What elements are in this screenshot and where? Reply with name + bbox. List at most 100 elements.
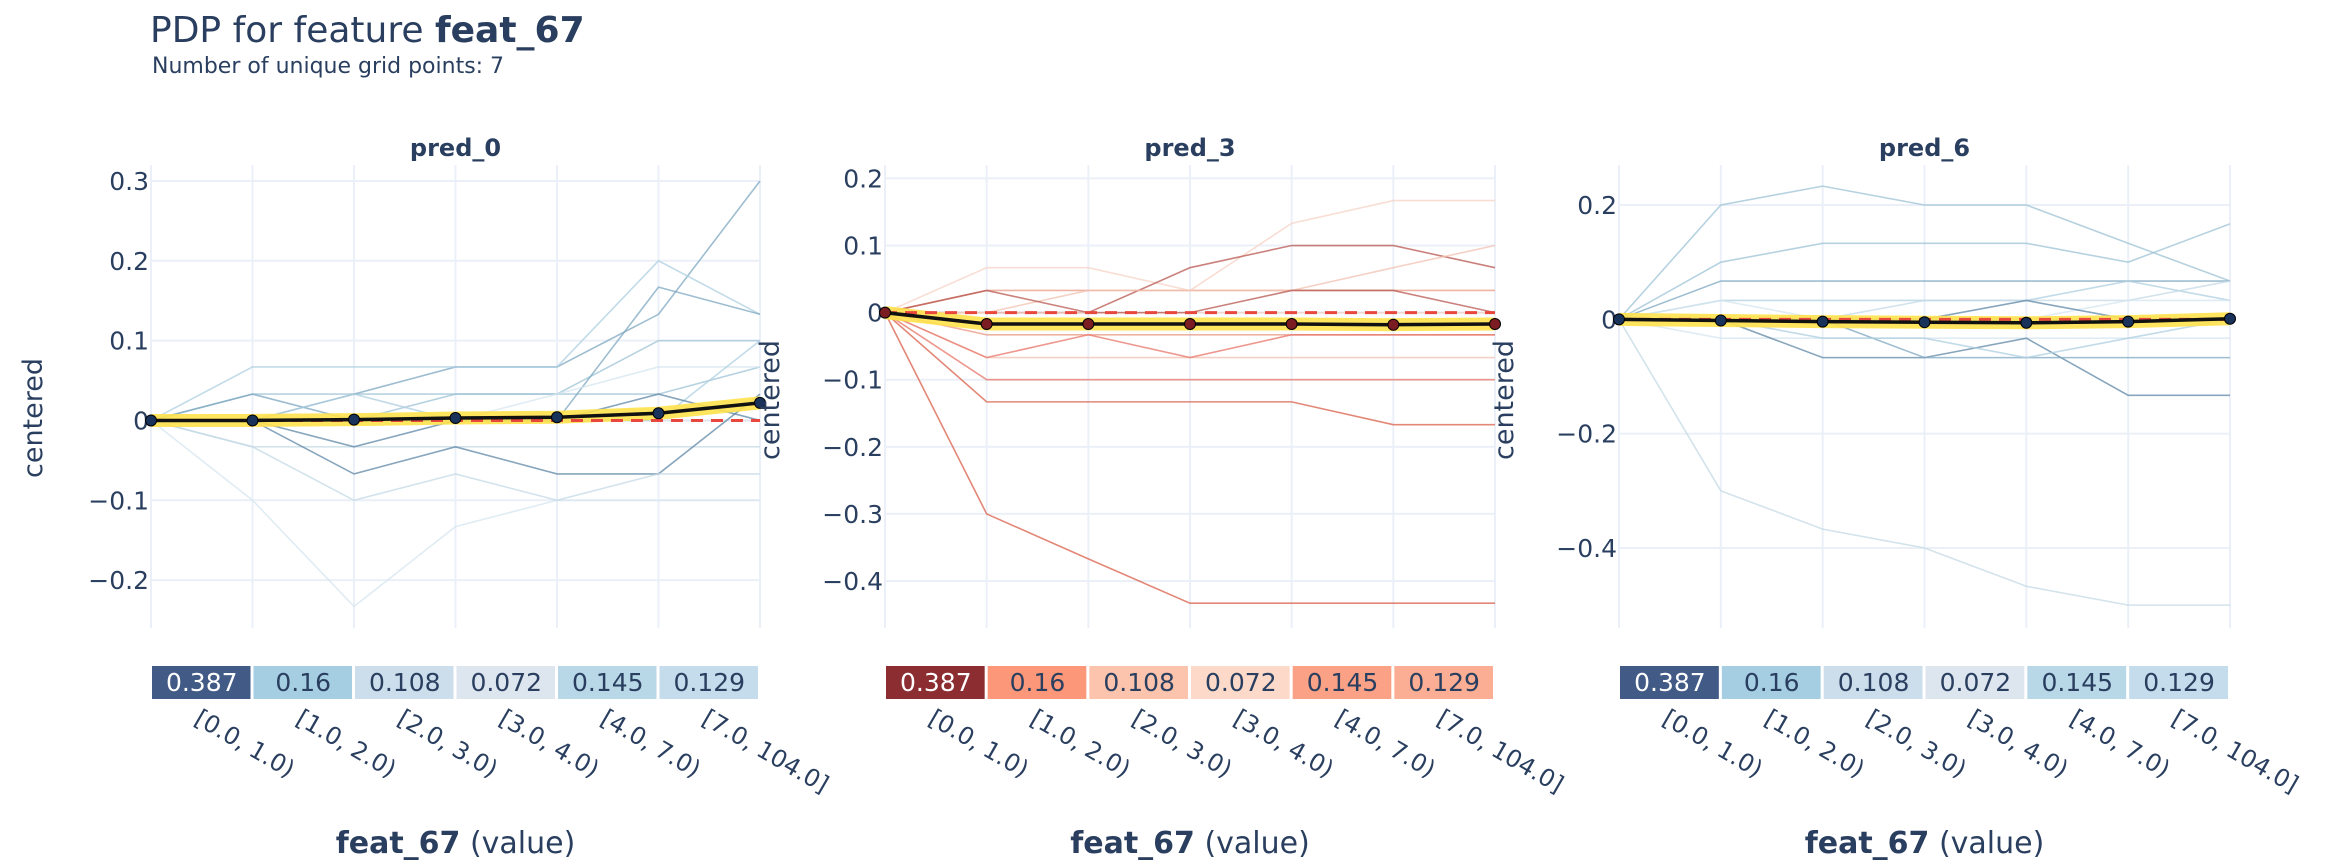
x-tick-label: [0.0, 1.0) (190, 704, 300, 783)
x-tick-label: [3.0, 4.0) (1964, 704, 2074, 783)
distribution-label: 0.108 (1103, 668, 1175, 697)
x-tick-label: [4.0, 7.0) (2065, 704, 2175, 783)
x-tick-label: [7.0, 104.0] (698, 704, 834, 799)
pdp-point (1714, 314, 1727, 327)
distribution-label: 0.387 (900, 668, 972, 697)
y-tick-label: 0 (133, 406, 149, 435)
figure-subtitle: Number of unique grid points: 7 (152, 54, 505, 79)
ice-line (884, 312, 1495, 604)
distribution-cell (355, 666, 454, 699)
x-axis-label: feat_67 (value) (1070, 826, 1310, 861)
distribution-cell (987, 666, 1087, 699)
panel-pred-3: pred_3 0.2 0.1 0 −0.1 −0.2 −0.3 −0.4 centered 0.3… (755, 134, 1568, 861)
y-tick-label: 0.3 (109, 167, 149, 196)
distribution-label: 0.129 (1408, 668, 1480, 697)
distribution-label: 0.072 (470, 668, 542, 697)
y-axis-label: centered (18, 358, 49, 478)
distribution-cell (253, 666, 352, 699)
panel-title: pred_0 (410, 134, 501, 162)
y-tick-label: 0.2 (109, 247, 149, 276)
x-tick-label: [2.0, 3.0) (1127, 704, 1237, 783)
distribution-label: 0.129 (673, 668, 745, 697)
y-tick-label: 0.2 (1577, 191, 1617, 220)
distribution-cell (456, 666, 555, 699)
x-axis-label-suffix: (value) (460, 826, 575, 861)
x-tick-label: [2.0, 3.0) (1862, 704, 1972, 783)
x-tick-label: [7.0, 104.0] (2167, 704, 2303, 799)
pdp-point (2122, 315, 2135, 328)
pdp-point (2224, 312, 2236, 325)
figure-title-feature: feat_67 (434, 10, 585, 51)
y-tick-label: −0.2 (822, 433, 883, 462)
y-tick-label: −0.2 (88, 566, 149, 595)
distribution-label: 0.145 (572, 668, 644, 697)
distribution-cell (1620, 666, 1719, 699)
panel-pred-6: pred_6 0.2 0 −0.2 −0.4 centered 0.387 0.16 0.108… (1489, 134, 2303, 861)
ice-line (150, 419, 760, 608)
distribution-cell (886, 666, 985, 699)
x-axis-label-feature: feat_67 (336, 826, 461, 861)
y-tick-label: −0.4 (1556, 534, 1617, 563)
pdp-point (980, 318, 993, 331)
panel-pred-0: pred_0 0.3 0.2 0.1 0 −0.1 −0.2 centered 0.387 0.1… (18, 134, 833, 861)
distribution-cell (1292, 666, 1392, 699)
ice-line (1618, 223, 2231, 321)
distribution-cell (2027, 666, 2127, 699)
distribution-label: 0.145 (1307, 668, 1379, 697)
x-tick-label: [1.0, 2.0) (292, 704, 402, 783)
x-axis-label-suffix: (value) (1929, 826, 2044, 861)
panel-title: pred_3 (1144, 134, 1235, 162)
pdp-point (879, 306, 891, 319)
y-tick-label: −0.4 (822, 567, 883, 596)
distribution-label: 0.108 (369, 668, 441, 697)
distribution-cell (1925, 666, 2025, 699)
y-tick-label: 0 (867, 299, 883, 328)
y-tick-label: −0.1 (88, 486, 149, 515)
x-tick-label: [0.0, 1.0) (924, 704, 1034, 783)
distribution-label: 0.387 (1634, 668, 1706, 697)
distribution-cell (2129, 666, 2228, 699)
x-tick-label: [4.0, 7.0) (1331, 704, 1441, 783)
x-tick-label: [2.0, 3.0) (393, 704, 503, 783)
distribution-label: 0.16 (1744, 668, 1800, 697)
x-tick-label: [4.0, 7.0) (596, 704, 706, 783)
x-tick-label: [3.0, 4.0) (495, 704, 605, 783)
distribution-cell (558, 666, 657, 699)
pdp-point (2020, 316, 2033, 329)
ice-line (884, 311, 1495, 381)
distribution-cell (1721, 666, 1821, 699)
ice-line (884, 312, 1495, 426)
pdp-point (246, 414, 259, 427)
pdp-point (1613, 313, 1625, 326)
x-tick-label: [7.0, 104.0] (1432, 704, 1568, 799)
pdp-point (449, 412, 462, 425)
distribution-label: 0.129 (2143, 668, 2215, 697)
figure-title: PDP for feature feat_67 (150, 10, 585, 51)
y-tick-label: 0.1 (843, 232, 883, 261)
y-axis-label: centered (1489, 340, 1520, 460)
distribution-label: 0.16 (1010, 668, 1066, 697)
pdp-point (1816, 315, 1829, 328)
ice-line (884, 311, 1495, 359)
y-tick-label: −0.2 (1556, 420, 1617, 449)
ice-line (150, 419, 760, 502)
x-tick-label: [3.0, 4.0) (1229, 704, 1339, 783)
x-axis-label-suffix: (value) (1195, 826, 1310, 861)
pdp-point (652, 407, 665, 420)
distribution-cell (1823, 666, 1923, 699)
pdp-point (551, 411, 563, 424)
ice-line (1618, 185, 2231, 320)
pdp-point (1918, 316, 1931, 329)
distribution-cell (1191, 666, 1290, 699)
pdp-point (1184, 318, 1196, 331)
pdp-point (145, 414, 157, 427)
distribution-label: 0.108 (1838, 668, 1910, 697)
y-axis-label: centered (755, 340, 786, 460)
ice-line (150, 259, 761, 422)
distribution-cell (1394, 666, 1493, 699)
y-tick-label: 0.2 (843, 164, 883, 193)
distribution-label: 0.072 (1940, 668, 2012, 697)
x-tick-label: [1.0, 2.0) (1760, 704, 1870, 783)
panel-title: pred_6 (1879, 134, 1970, 162)
x-axis-label-feature: feat_67 (1070, 826, 1195, 861)
